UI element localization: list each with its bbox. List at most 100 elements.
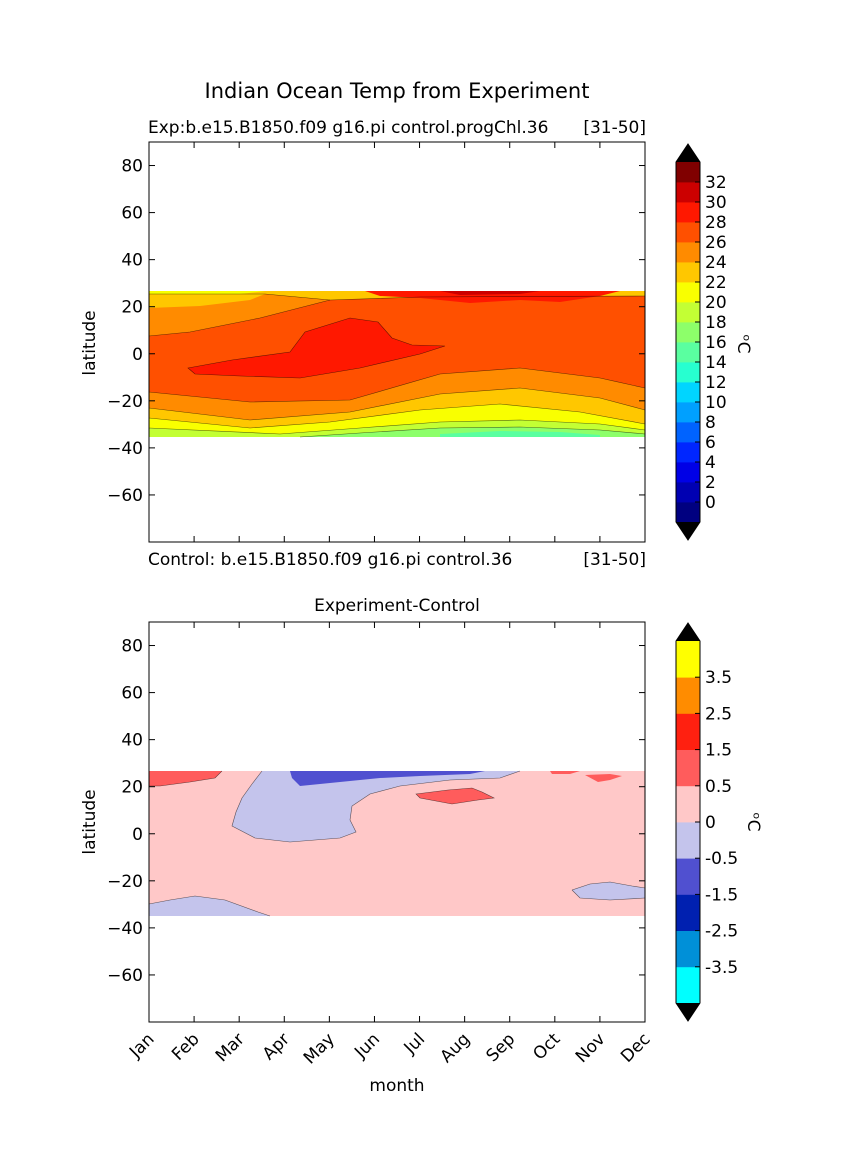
diff-band-neg-0.5-0	[232, 771, 520, 842]
colorbar-swatch	[676, 362, 700, 383]
colorbar-swatch	[676, 822, 700, 859]
contour-line	[148, 403, 646, 429]
bottom-panel: Experiment-Control 80 60 40 20 0 −20 −40 −60 Ja…	[80, 596, 763, 1096]
colorbar-tick-label: 2.5	[705, 704, 732, 724]
colorbar-tick-label: 8	[705, 413, 716, 433]
top-exp-period: [31-50]	[583, 118, 646, 138]
colorbar-tick-label: 32	[705, 173, 727, 193]
diff-band-0-0.5	[149, 771, 645, 916]
bottom-contour-fill	[149, 771, 645, 916]
colorbar-tick-label: 6	[705, 433, 716, 453]
diff-band-pos-0.5-1.5c	[550, 771, 580, 774]
bottom-axes-frame	[148, 621, 646, 1023]
colorbar-swatch	[676, 966, 700, 1004]
bottom-y-axis-label: latitude	[80, 789, 100, 854]
y-tick-label: 40	[121, 731, 143, 751]
colorbar-swatch	[676, 858, 700, 895]
contour-band-south-14-16	[440, 431, 600, 437]
colorbar-tick-label: -2.5	[705, 922, 738, 942]
top-x-axis	[148, 142, 646, 542]
colorbar-swatch	[676, 713, 700, 750]
colorbar-tick-label: 22	[705, 273, 727, 293]
contour-line	[299, 426, 646, 438]
colorbar-swatch	[676, 785, 700, 823]
colorbar-swatch	[676, 322, 700, 343]
diff-band-neg-1.5--0.5	[290, 771, 485, 786]
colorbar-swatch	[676, 749, 700, 787]
contour-band-30-32	[440, 291, 540, 295]
diff-band-neg-south-east	[572, 882, 645, 900]
contour-line	[231, 770, 521, 843]
contour-line	[415, 787, 496, 805]
colorbar-tick-label: 4	[705, 453, 716, 473]
x-tick-label: Aug	[437, 1029, 475, 1067]
colorbar-swatch	[676, 182, 700, 203]
diff-band-neg-south-west	[149, 896, 270, 916]
colorbar-extend-under	[676, 522, 700, 540]
top-panel: Exp:b.e15.B1850.f09 g16.pi control.progC…	[80, 118, 753, 570]
colorbar-tick-label: 26	[705, 233, 727, 253]
colorbar-tick-label: 24	[705, 253, 727, 273]
y-tick-label: −40	[107, 439, 143, 459]
y-tick-label: 0	[132, 825, 143, 845]
y-tick-label: 20	[121, 778, 143, 798]
colorbar-swatch	[676, 502, 700, 523]
x-tick-label: Mar	[212, 1029, 249, 1066]
diff-band-pos-0.5-1.5	[149, 771, 222, 786]
x-tick-label: Oct	[529, 1029, 564, 1064]
contour-band-north-22-24b	[149, 294, 265, 308]
colorbar-swatch	[676, 242, 700, 263]
colorbar-swatch	[676, 482, 700, 503]
colorbar-tick-label: 10	[705, 393, 727, 413]
colorbar-swatch	[676, 462, 700, 483]
colorbar-tick-label: 0	[705, 813, 716, 833]
colorbar-swatch	[676, 402, 700, 423]
contour-line	[571, 881, 646, 901]
colorbar-tick-label: 12	[705, 373, 727, 393]
x-tick-label: Sep	[482, 1029, 519, 1066]
contour-line	[148, 895, 271, 917]
y-tick-label: 40	[121, 251, 143, 271]
colorbar-tick-label: 16	[705, 333, 727, 353]
y-tick-label: 80	[121, 637, 143, 657]
x-tick-label: Dec	[617, 1029, 654, 1066]
colorbar-tick-label: 14	[705, 353, 727, 373]
colorbar-extend-over	[676, 144, 700, 162]
colorbar-outline	[675, 622, 701, 1022]
contour-band-north-20-22	[149, 291, 265, 294]
colorbar-tick-label: 0	[705, 493, 716, 513]
colorbar-swatch	[676, 894, 700, 931]
diff-band-pos-0.5-1.5b	[416, 788, 494, 804]
colorbar-swatch	[676, 677, 700, 714]
colorbar-extend-under	[676, 1003, 700, 1021]
x-tick-label: Feb	[168, 1029, 203, 1064]
diff-band-pos-0.5-1.5d	[585, 774, 622, 782]
bottom-contour-lines	[148, 770, 646, 917]
colorbar-swatch	[676, 222, 700, 243]
colorbar-swatch	[676, 342, 700, 363]
top-y-axis: 80 60 40 20 0 −20 −40 −60	[107, 157, 645, 506]
y-tick-label: −40	[107, 919, 143, 939]
x-tick-label: Jul	[400, 1029, 429, 1058]
y-tick-label: 20	[121, 298, 143, 318]
contour-line	[148, 419, 646, 435]
colorbar-swatch	[676, 282, 700, 303]
colorbar-swatch	[676, 262, 700, 283]
colorbar-extend-over	[676, 623, 700, 641]
colorbar-swatch	[676, 641, 700, 678]
colorbar-outline	[675, 143, 701, 541]
colorbar-tick-label: 18	[705, 313, 727, 333]
contour-line	[148, 367, 646, 403]
colorbar-tick-label: 3.5	[705, 668, 732, 688]
colorbar-swatch	[676, 930, 700, 968]
colorbar-tick-label: 28	[705, 213, 727, 233]
figure-title: Indian Ocean Temp from Experiment	[205, 79, 590, 103]
y-tick-label: 60	[121, 204, 143, 224]
y-tick-label: 60	[121, 684, 143, 704]
top-contour-fill	[149, 291, 645, 437]
colorbar-tick-label: 1.5	[705, 741, 732, 761]
y-tick-label: −20	[107, 872, 143, 892]
contour-band-28-30-north	[365, 291, 620, 303]
top-contour-lines	[148, 293, 646, 438]
control-caption: Control: b.e15.B1850.f09 g16.pi control.…	[148, 550, 512, 570]
